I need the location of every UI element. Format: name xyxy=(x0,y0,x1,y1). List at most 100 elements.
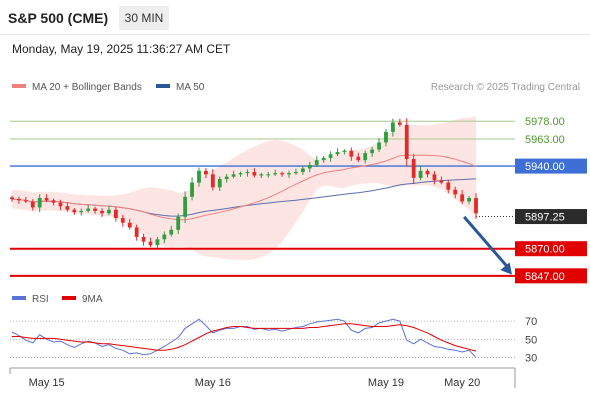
resistance-label: 5978.00 xyxy=(525,116,565,128)
last-price-label-bg xyxy=(515,209,587,225)
candle-body xyxy=(169,229,174,235)
x-tick-label: May 16 xyxy=(195,377,231,389)
candle-body xyxy=(183,196,188,217)
candle-body xyxy=(252,171,257,176)
candle-body xyxy=(37,197,42,208)
rsi-panel: 70 50 30 xyxy=(10,316,537,364)
last-price-label: 5897.25 xyxy=(525,212,565,224)
candle-body xyxy=(307,164,312,169)
pivot-label: 5940.00 xyxy=(525,161,565,173)
candle-body xyxy=(107,209,111,214)
x-tick-label: May 19 xyxy=(368,377,404,389)
legend-swatch xyxy=(12,296,26,300)
forecast-arrow-shaft xyxy=(463,215,511,270)
support-label-bg xyxy=(515,268,587,284)
bollinger-bands xyxy=(12,116,476,261)
legend-swatch xyxy=(62,296,76,300)
legend-label: MA 20 + Bollinger Bands xyxy=(32,82,142,93)
watermark: Research © 2025 Trading Central xyxy=(431,82,580,93)
candle-body xyxy=(204,170,208,175)
timestamp: Monday, May 19, 2025 11:36:27 AM CET xyxy=(12,42,231,56)
candle-body xyxy=(467,197,471,202)
rsi-legend: RSI 9MA xyxy=(12,294,103,305)
candle-body xyxy=(51,200,56,203)
candle-body xyxy=(349,150,354,157)
candle-body xyxy=(432,174,437,181)
legend-label: 9MA xyxy=(82,294,103,305)
candle-body xyxy=(377,142,381,150)
candle-body xyxy=(370,149,375,154)
candle-body xyxy=(58,202,63,207)
candle-body xyxy=(356,156,361,161)
candle-body xyxy=(287,173,291,175)
candle-body xyxy=(384,131,388,143)
candle-body xyxy=(446,182,451,190)
legend-label: MA 50 xyxy=(176,82,205,93)
candle-body xyxy=(460,194,465,202)
candle-body xyxy=(155,239,160,246)
moving-averages xyxy=(11,154,477,221)
candle-body xyxy=(474,197,478,214)
rsi-tick-label: 30 xyxy=(525,352,537,364)
candle-body xyxy=(44,197,49,201)
pivot-label-bg xyxy=(515,158,587,174)
legend-swatch xyxy=(12,84,26,88)
candle-body xyxy=(86,208,91,211)
candle-body xyxy=(280,173,284,175)
candle-body xyxy=(425,170,430,175)
candle-body xyxy=(259,174,264,176)
rsi-line xyxy=(11,318,477,358)
price-levels xyxy=(10,120,515,277)
forecast-arrow xyxy=(463,215,512,275)
candle-body xyxy=(162,234,167,240)
candle-body xyxy=(17,199,21,201)
candle-body xyxy=(23,200,28,202)
candle-body xyxy=(439,180,444,183)
candle-body xyxy=(93,208,98,211)
candle-body xyxy=(210,174,215,188)
level-labels: 5978.00 5963.00 5940.00 5897.25 5870.00 5847.… xyxy=(515,116,587,284)
rsi-ma-line xyxy=(12,323,477,352)
candle-body xyxy=(404,124,409,160)
candle-body xyxy=(300,168,305,172)
legend-label: RSI xyxy=(32,294,49,305)
candle-body xyxy=(418,170,423,178)
rsi-tick-label: 70 xyxy=(525,316,537,328)
candle-body xyxy=(231,174,236,177)
candle-body xyxy=(335,151,340,155)
instrument-title: S&P 500 (CME) xyxy=(8,10,109,26)
candle-body xyxy=(328,154,333,158)
candle-body xyxy=(134,227,139,237)
candle-body xyxy=(411,159,416,178)
candle-body xyxy=(79,210,84,213)
main-legend: MA 20 + Bollinger Bands MA 50 xyxy=(12,82,205,93)
candle-body xyxy=(266,174,271,176)
candle-body xyxy=(453,189,458,195)
candle-body xyxy=(120,218,125,223)
header-divider xyxy=(0,34,590,35)
candle-body xyxy=(217,179,222,188)
ma20-line xyxy=(11,154,477,221)
support-label: 5847.00 xyxy=(525,271,565,283)
support-label: 5870.00 xyxy=(525,244,565,256)
candle-body xyxy=(273,173,278,175)
candle-body xyxy=(10,197,14,200)
candle-body xyxy=(245,171,250,174)
candle-body xyxy=(113,209,118,219)
candle-body xyxy=(176,216,181,230)
forecast-arrow-head xyxy=(500,262,512,275)
legend-swatch xyxy=(156,84,170,88)
candle-body xyxy=(127,222,132,228)
candle-body xyxy=(294,171,298,174)
timeframe-badge[interactable]: 30 MIN xyxy=(119,6,169,30)
candle-body xyxy=(65,206,70,210)
candle-body xyxy=(342,150,347,152)
resistance-label: 5963.00 xyxy=(525,134,565,146)
bollinger-band-area xyxy=(12,116,476,261)
candle-body xyxy=(72,209,77,213)
candle-body xyxy=(238,173,243,175)
x-tick-label: May 20 xyxy=(444,377,480,389)
candle-body xyxy=(197,170,201,183)
